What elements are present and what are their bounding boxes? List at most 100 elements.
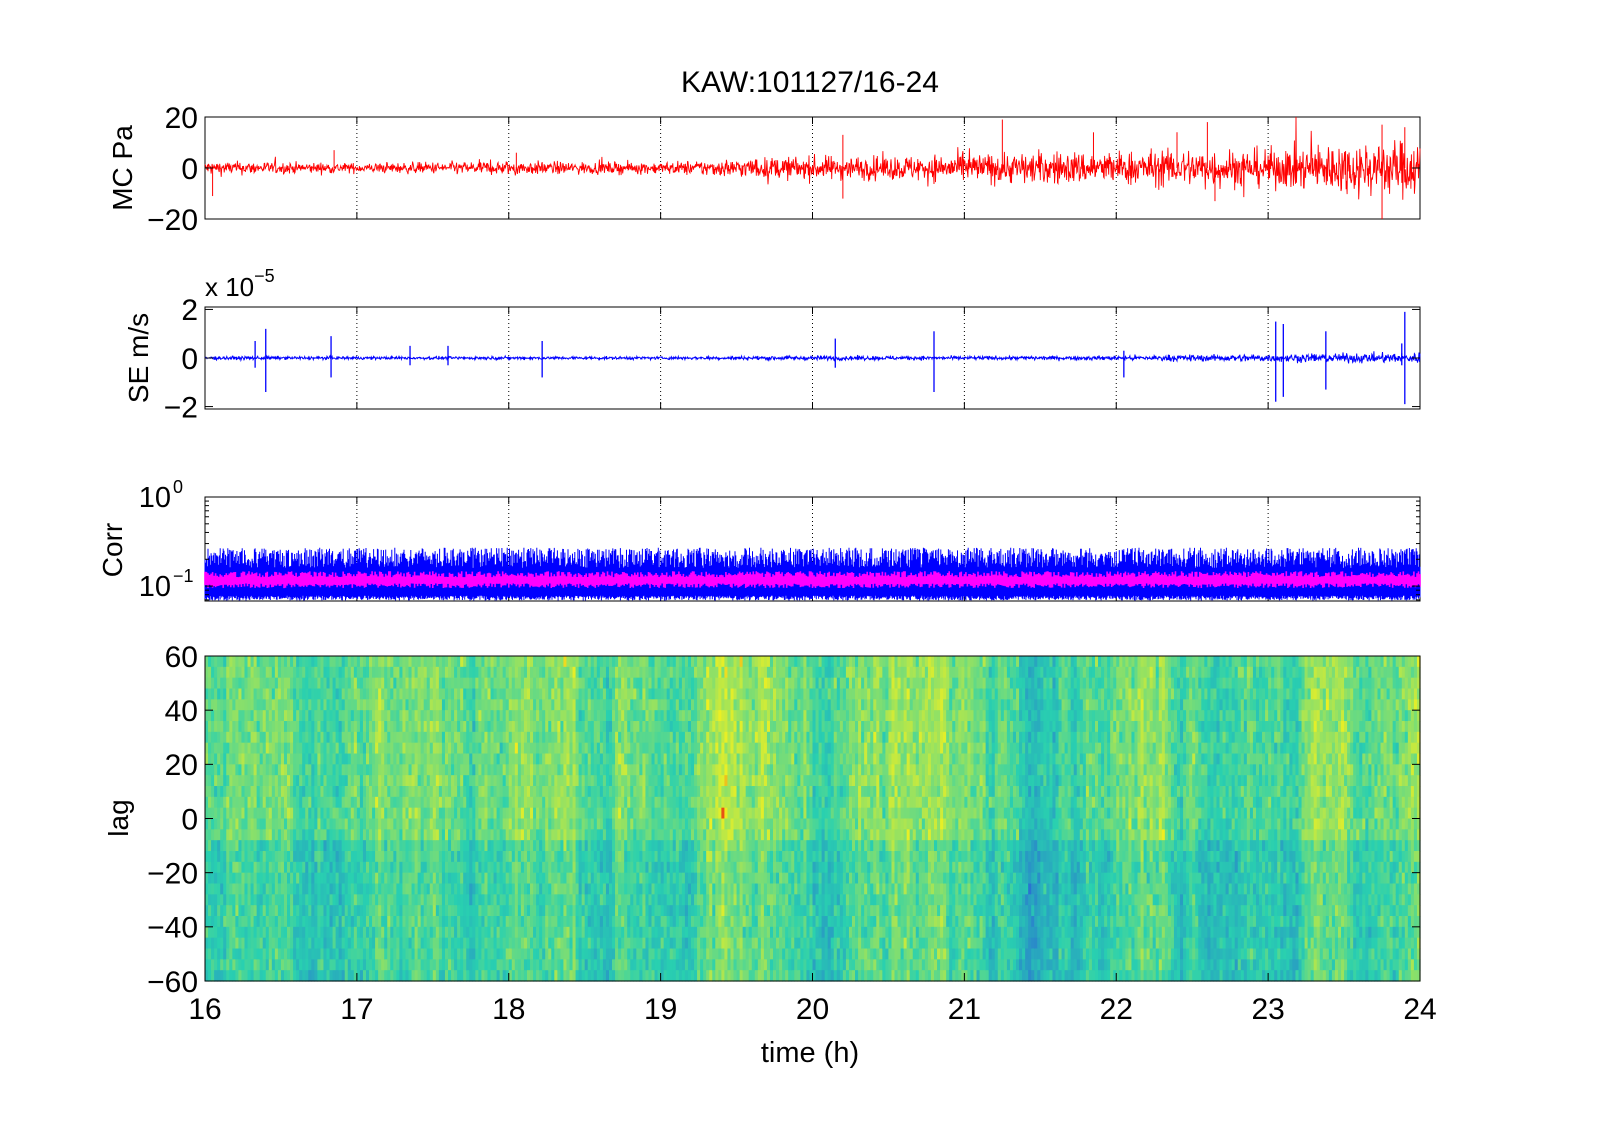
heatmap-cell [335, 699, 340, 711]
heatmap-cell [396, 775, 400, 787]
heatmap-cell [302, 753, 306, 765]
heatmap-cell [420, 677, 425, 690]
heatmap-cell [299, 937, 303, 950]
heatmap-cell [353, 753, 358, 765]
heatmap-cell [396, 688, 400, 700]
heatmap-cell [299, 926, 303, 939]
heatmap-cell [435, 840, 440, 852]
heatmap-cell [502, 764, 507, 776]
heatmap-cell [369, 796, 373, 809]
heatmap-cell [232, 926, 236, 939]
heatmap-cell [484, 916, 489, 928]
heatmap-cell [457, 688, 461, 700]
heatmap-cell [536, 937, 540, 950]
heatmap-cell [487, 883, 492, 895]
heatmap-cell [247, 699, 252, 711]
heatmap-cell [256, 905, 261, 917]
heatmap-cell [317, 840, 322, 852]
heatmap-cell [302, 926, 306, 939]
heatmap-cell [205, 948, 209, 960]
heatmap-cell [344, 829, 349, 841]
heatmap-cell [323, 775, 328, 787]
heatmap-cell [460, 959, 464, 971]
heatmap-cell [545, 764, 549, 776]
heatmap-cell [508, 840, 513, 852]
heatmap-cell [372, 872, 376, 885]
heatmap-cell [344, 861, 349, 874]
heatmap-cell [451, 753, 455, 765]
heatmap-cell [420, 861, 425, 874]
heatmap-cell [262, 710, 267, 722]
heatmap-cell [256, 753, 261, 765]
heatmap-cell [344, 742, 349, 755]
heatmap-cell [511, 764, 516, 776]
heatmap-cell [305, 861, 309, 874]
heatmap-cell [402, 699, 407, 711]
heatmap-cell [411, 764, 416, 776]
heatmap-cell [384, 926, 388, 939]
heatmap-cell [341, 742, 346, 755]
heatmap-cell [444, 937, 449, 950]
heatmap-cell [308, 796, 312, 809]
heatmap-cell [332, 851, 337, 863]
heatmap-cell [435, 905, 440, 917]
heatmap-cell [347, 721, 352, 733]
heatmap-cell [484, 894, 489, 906]
heatmap-cell [326, 677, 331, 690]
heatmap-cell [247, 731, 252, 744]
heatmap-cell [499, 851, 504, 863]
heatmap-cell [554, 851, 558, 863]
heatmap-cell [444, 894, 449, 906]
heatmap-cell [511, 666, 516, 679]
heatmap-cell [338, 829, 343, 841]
heatmap-cell [435, 731, 440, 744]
heatmap-cell [502, 688, 507, 700]
heatmap-cell [253, 916, 258, 928]
heatmap-cell [372, 851, 376, 863]
heatmap-cell [214, 829, 218, 841]
heatmap-cell [448, 926, 452, 939]
heatmap-cell [290, 764, 294, 776]
heatmap-cell [405, 818, 410, 830]
heatmap-cell [314, 666, 318, 679]
heatmap-cell [335, 775, 340, 787]
heatmap-cell [554, 731, 558, 744]
heatmap-cell [375, 677, 379, 690]
heatmap-cell [426, 656, 431, 668]
heatmap-cell [423, 905, 428, 917]
heatmap-cell [214, 818, 218, 830]
heatmap-cell [365, 959, 370, 971]
heatmap-cell [511, 807, 516, 820]
heatmap-cell [277, 970, 282, 982]
heatmap-cell [484, 699, 489, 711]
heatmap-cell [405, 742, 410, 755]
heatmap-cell [244, 764, 249, 776]
heatmap-cell [329, 970, 334, 982]
heatmap-cell [217, 807, 221, 820]
heatmap-cell [259, 677, 264, 690]
heatmap-cell [220, 796, 224, 809]
heatmap-cell [290, 796, 294, 809]
heatmap-cell [365, 731, 370, 744]
heatmap-cell [399, 905, 404, 917]
heatmap-cell [296, 796, 300, 809]
heatmap-cell [274, 872, 279, 885]
heatmap-cell [280, 742, 285, 755]
heatmap-cell [517, 699, 522, 711]
heatmap-cell [381, 688, 385, 700]
heatmap-cell [372, 926, 376, 939]
heatmap-cell [296, 959, 300, 971]
heatmap-cell [511, 916, 516, 928]
heatmap-cell [405, 786, 410, 798]
heatmap-cell [472, 764, 476, 776]
heatmap-cell [362, 916, 367, 928]
heatmap-cell [208, 764, 212, 776]
heatmap-cell [444, 666, 449, 679]
heatmap-cell [435, 916, 440, 928]
heatmap-cell [302, 851, 306, 863]
heatmap-cell [408, 959, 413, 971]
heatmap-cell [378, 699, 382, 711]
heatmap-cell [411, 666, 416, 679]
heatmap-cell [475, 677, 479, 690]
heatmap-cell [220, 818, 224, 830]
